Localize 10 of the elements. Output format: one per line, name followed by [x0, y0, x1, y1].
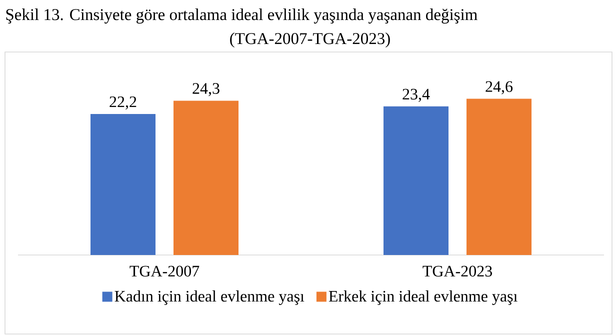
data-label: 22,2	[110, 96, 136, 110]
data-label: 23,4	[402, 88, 430, 102]
data-label: 24,3	[192, 83, 220, 96]
x-tick-label: TGA-2007	[130, 266, 200, 277]
x-tick-label: TGA-2023	[422, 266, 492, 277]
legend-label: Erkek için ideal evlenme yaşı	[328, 290, 518, 305]
legend-label: Kadın için ideal evlenme yaşı	[114, 290, 304, 305]
chart-title: Şekil 13. Cinsiyete göre ortalama ideal evlilik yaşında yaşanan değişim	[6, 8, 478, 24]
data-label: 24,6	[486, 81, 513, 94]
chart-subtitle: (TGA-2007-TGA-2023)	[230, 32, 390, 48]
